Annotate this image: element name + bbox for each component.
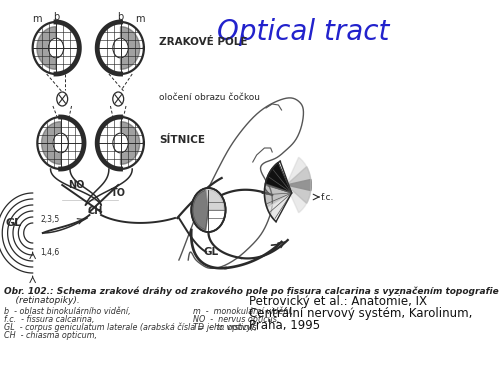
Text: GL  - corpus geniculatum laterale (arabská čísla = jeho vrstvy),: GL - corpus geniculatum laterale (arabsk… [4, 323, 257, 333]
Text: GL: GL [6, 218, 22, 228]
Polygon shape [32, 22, 80, 74]
Text: f.c.: f.c. [320, 192, 334, 201]
Text: TD  -  tr. opticus.: TD - tr. opticus. [193, 323, 259, 332]
Text: NO  -  nervus opticus,: NO - nervus opticus, [193, 315, 280, 324]
Circle shape [192, 188, 226, 232]
Text: Petrovický et al.: Anatomie, IX: Petrovický et al.: Anatomie, IX [249, 295, 427, 308]
Text: b: b [118, 12, 124, 22]
Text: TO: TO [110, 188, 126, 198]
Text: m: m [32, 14, 42, 24]
Polygon shape [120, 122, 140, 164]
Text: CH  - chiasma opticum,: CH - chiasma opticum, [4, 331, 97, 340]
Polygon shape [37, 27, 56, 69]
Wedge shape [286, 166, 311, 203]
Text: ZRAKOVÉ POLE: ZRAKOVÉ POLE [160, 37, 248, 47]
Text: b: b [53, 12, 59, 22]
Text: 1,4,6: 1,4,6 [40, 248, 60, 257]
Text: 2,3,5: 2,3,5 [40, 215, 60, 224]
Text: m  -  monokulární vidění,: m - monokulární vidění, [193, 307, 293, 316]
Polygon shape [97, 22, 144, 74]
Text: Praha, 1995: Praha, 1995 [249, 319, 320, 332]
Wedge shape [266, 163, 291, 193]
Text: f.c.  - fissura calcarina,: f.c. - fissura calcarina, [4, 315, 94, 324]
Text: oločení obrazu čočkou: oločení obrazu čočkou [160, 93, 260, 102]
Circle shape [48, 38, 64, 58]
Text: Obr. 102.: Schema zrakové dráhy od zrakového pole po fissura calcarina s vyznače: Obr. 102.: Schema zrakové dráhy od zrako… [4, 287, 498, 297]
Text: Centrální nervový systém, Karolinum,: Centrální nervový systém, Karolinum, [249, 307, 472, 320]
Text: Optical tract: Optical tract [217, 18, 390, 46]
Circle shape [53, 133, 68, 153]
Wedge shape [206, 190, 224, 210]
Text: b  - oblast binokulárního vidění,: b - oblast binokulárního vidění, [4, 307, 130, 316]
Wedge shape [192, 190, 208, 230]
Polygon shape [97, 117, 144, 169]
Text: SÍTNICE: SÍTNICE [160, 135, 206, 145]
Polygon shape [38, 117, 84, 169]
Polygon shape [42, 122, 60, 164]
Wedge shape [267, 193, 291, 220]
Text: m: m [135, 14, 144, 24]
Circle shape [113, 38, 128, 58]
Text: NO: NO [68, 180, 84, 190]
Circle shape [113, 133, 128, 153]
Text: CH: CH [88, 206, 104, 216]
Wedge shape [286, 180, 311, 190]
Wedge shape [286, 157, 311, 213]
Text: (retinatopiky).: (retinatopiky). [4, 296, 80, 305]
Polygon shape [120, 27, 140, 69]
Text: GL: GL [204, 247, 219, 257]
Wedge shape [264, 184, 291, 208]
